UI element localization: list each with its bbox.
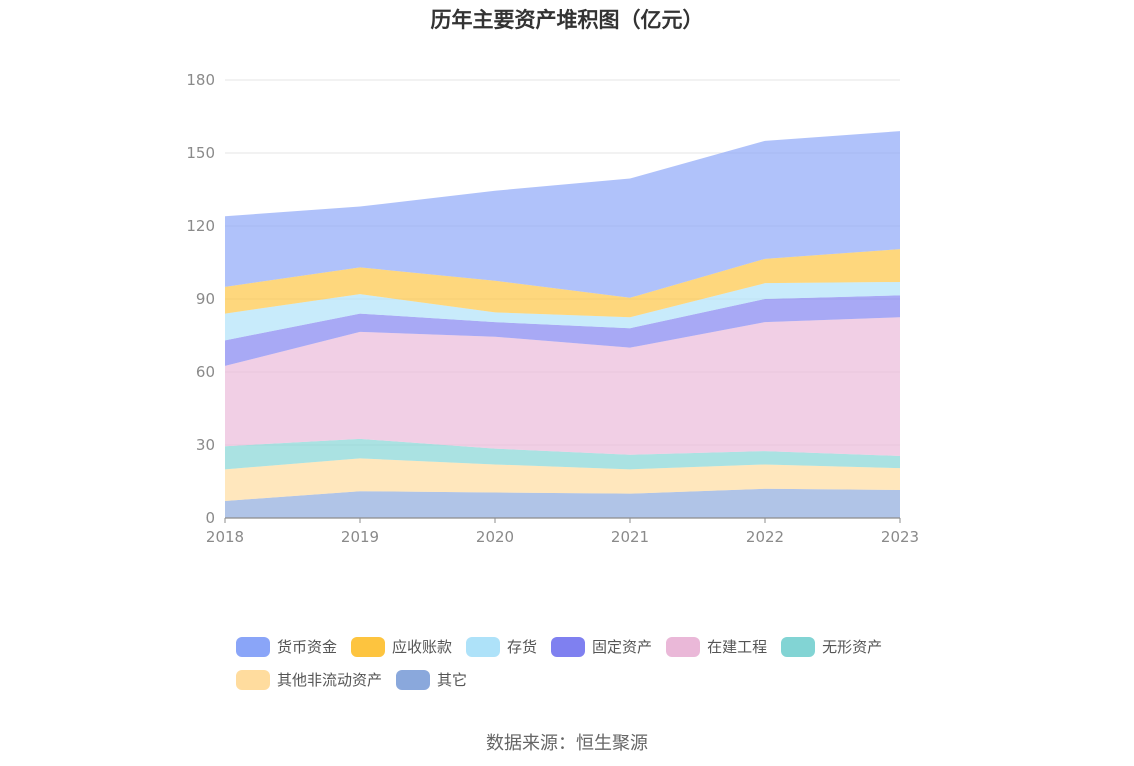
legend-row: 货币资金 应收账款 存货 固定资产 在建工程 无形资产 xyxy=(236,630,936,663)
legend-item[interactable]: 固定资产 xyxy=(551,636,652,657)
legend-item[interactable]: 无形资产 xyxy=(781,636,882,657)
legend-row: 其他非流动资产 其它 xyxy=(236,663,936,696)
chart-title: 历年主要资产堆积图（亿元） xyxy=(430,8,704,32)
legend-label: 其它 xyxy=(437,671,468,689)
area-series-0[interactable] xyxy=(225,488,900,518)
legend-label: 在建工程 xyxy=(707,638,768,656)
area-series-1[interactable] xyxy=(225,458,900,501)
legend-swatch xyxy=(396,669,431,690)
legend-item[interactable]: 其他非流动资产 xyxy=(236,669,382,690)
legend-label: 其他非流动资产 xyxy=(277,671,383,689)
y-tick-label: 120 xyxy=(186,217,215,235)
y-tick-label: 0 xyxy=(205,509,215,527)
legend: 货币资金 应收账款 存货 固定资产 在建工程 无形资产其他非流动资产 其它 xyxy=(236,630,936,696)
legend-item[interactable]: 其它 xyxy=(396,669,467,690)
area-series-5[interactable] xyxy=(225,281,900,341)
x-tick-label: 2019 xyxy=(341,528,379,546)
area-series-3[interactable] xyxy=(225,317,900,456)
data-source: 数据来源：恒生聚源 xyxy=(486,733,648,754)
legend-label: 货币资金 xyxy=(277,638,338,656)
y-tick-label: 90 xyxy=(196,290,215,308)
legend-label: 存货 xyxy=(507,638,538,656)
y-tick-label: 180 xyxy=(186,71,215,89)
legend-swatch xyxy=(351,636,386,657)
area-series-6[interactable] xyxy=(225,249,900,318)
x-tick-label: 2021 xyxy=(611,528,649,546)
legend-label: 应收账款 xyxy=(392,638,453,656)
y-tick-label: 150 xyxy=(186,144,215,162)
legend-swatch xyxy=(236,636,270,657)
legend-item[interactable]: 存货 xyxy=(466,636,537,657)
legend-item[interactable]: 在建工程 xyxy=(666,636,767,657)
legend-label: 无形资产 xyxy=(822,638,883,656)
axes: 0 30 60 90 120 150 180 2018 2019 2020 2021 2022 2023 xyxy=(186,71,919,546)
legend-swatch xyxy=(466,636,501,657)
x-tick-label: 2018 xyxy=(206,528,244,546)
x-tick-label: 2022 xyxy=(746,528,784,546)
x-tick-label: 2023 xyxy=(881,528,919,546)
y-tick-label: 60 xyxy=(196,363,215,381)
area-series xyxy=(225,131,900,518)
area-series-4[interactable] xyxy=(225,295,900,366)
area-series-2[interactable] xyxy=(225,438,900,470)
legend-swatch xyxy=(551,636,586,657)
legend-item[interactable]: 应收账款 xyxy=(351,636,452,657)
y-tick-label: 30 xyxy=(196,436,215,454)
legend-swatch xyxy=(236,669,270,690)
legend-swatch xyxy=(666,636,701,657)
x-tick-label: 2020 xyxy=(476,528,514,546)
legend-item[interactable]: 货币资金 xyxy=(236,636,337,657)
legend-swatch xyxy=(781,636,816,657)
area-series-7[interactable] xyxy=(225,131,900,298)
legend-label: 固定资产 xyxy=(592,638,653,656)
